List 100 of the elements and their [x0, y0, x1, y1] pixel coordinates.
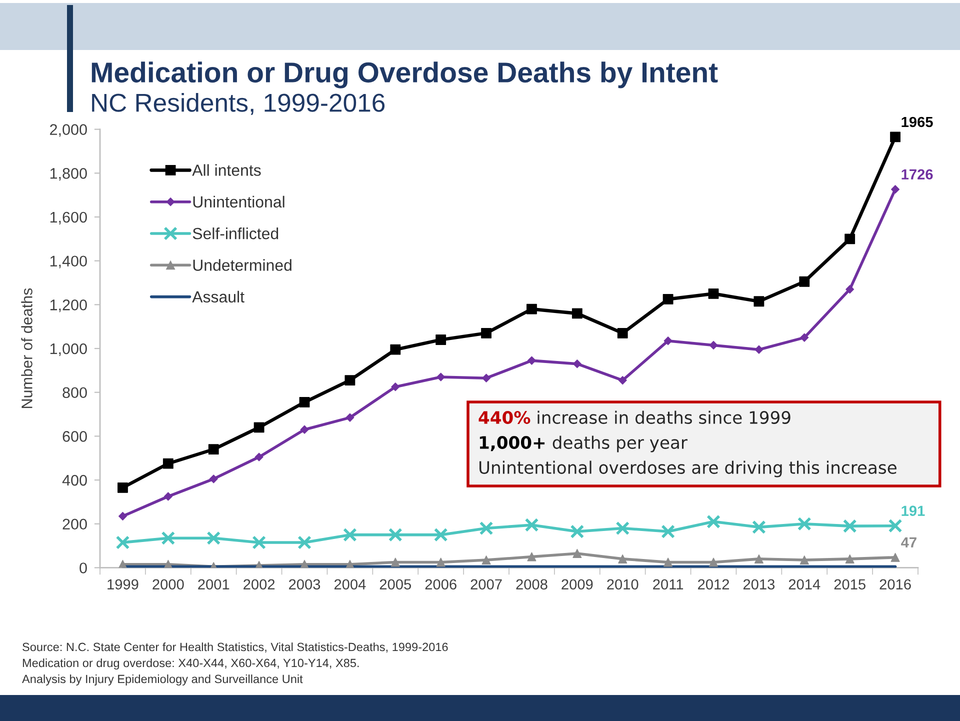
x-tick-label: 2007	[470, 579, 502, 590]
y-tick-label: 1,200	[50, 300, 87, 312]
point	[754, 345, 764, 354]
point	[390, 558, 400, 567]
point	[572, 308, 582, 319]
annotation: 1,000+ deaths per year	[480, 436, 688, 452]
text: Medication or drug overdose: X40-X44, X60-X64, Y10-Y14, X85.	[22, 658, 359, 670]
point	[299, 396, 310, 408]
legend-label: Unintentional	[193, 196, 284, 208]
point	[616, 521, 630, 536]
x-tick-label: 2013	[743, 579, 775, 590]
point	[708, 558, 718, 567]
point	[844, 234, 856, 244]
point	[118, 482, 128, 493]
point	[754, 554, 764, 564]
x-tick-label: 2009	[562, 579, 593, 590]
point	[391, 382, 400, 392]
x-tick-label: 2011	[653, 579, 684, 590]
data-label: 1726	[902, 169, 933, 180]
annotation: Unintentional overdoses are driving this increase	[479, 460, 896, 478]
data-label: 191	[902, 506, 925, 516]
point	[527, 552, 536, 562]
legend-label: Self-inflicted	[192, 228, 278, 240]
legend-label: Assault	[192, 290, 244, 303]
point	[162, 458, 174, 469]
point	[618, 376, 627, 385]
point	[482, 374, 491, 382]
data-label: 47	[901, 537, 916, 548]
y-tick-label: 600	[62, 431, 87, 442]
point	[390, 344, 401, 355]
x-tick-label: 2010	[607, 579, 638, 590]
point	[346, 413, 354, 422]
y-tick-label: 1,800	[50, 168, 87, 181]
x-tick-label: 2003	[289, 579, 320, 590]
y-tick-label: 1,600	[50, 212, 87, 224]
point	[664, 558, 673, 567]
point	[706, 514, 720, 529]
point	[664, 336, 672, 346]
point	[890, 132, 900, 142]
point	[890, 552, 900, 562]
point	[800, 556, 809, 565]
point	[524, 518, 539, 532]
text: Analysis by Injury Epidemiology and Surveillance Unit	[22, 674, 303, 686]
point	[344, 375, 356, 386]
point	[891, 185, 900, 194]
y-axis-title: Number of deaths	[21, 288, 32, 408]
point	[300, 425, 309, 434]
point	[799, 276, 810, 287]
point	[800, 333, 809, 342]
point	[888, 518, 902, 533]
source-note: Source: N.C. State Center for Health Statistics, Vital Statistics-Deaths, 1999-2016	[22, 642, 448, 653]
x-tick-label: 2012	[698, 579, 729, 590]
chart-subtitle: NC Residents, 1999-2016	[92, 93, 385, 115]
x-tick-label: 2014	[788, 579, 820, 590]
point	[206, 531, 221, 546]
x-tick-label: 2008	[516, 579, 548, 590]
point	[252, 536, 266, 550]
point	[570, 524, 584, 538]
point	[209, 474, 218, 484]
y-tick-label: 200	[62, 518, 87, 530]
point	[254, 452, 264, 462]
point	[661, 524, 675, 538]
point	[752, 520, 766, 534]
point	[434, 528, 448, 542]
x-tick-label: 2000	[152, 579, 184, 590]
annotation: 440% increase in deaths since 1999	[478, 410, 790, 424]
y-tick-label: 2,000	[50, 124, 87, 137]
point	[526, 304, 537, 314]
point	[842, 519, 857, 533]
point	[164, 492, 172, 501]
point	[116, 536, 130, 550]
point	[618, 554, 628, 564]
y-tick-label: 1,400	[50, 256, 87, 268]
point	[845, 554, 854, 564]
point	[298, 536, 312, 550]
x-tick-label: 2006	[425, 579, 456, 590]
point	[754, 296, 764, 307]
point	[572, 548, 582, 558]
x-tick-label: 2005	[380, 579, 411, 590]
point	[479, 521, 494, 536]
point	[343, 528, 357, 542]
point	[161, 531, 176, 546]
point	[482, 556, 491, 565]
point	[662, 294, 674, 304]
point	[436, 334, 446, 345]
point	[797, 516, 812, 531]
y-tick-label: 800	[62, 387, 87, 398]
point	[208, 444, 219, 455]
point	[617, 328, 628, 338]
y-tick-label: 1,000	[50, 343, 87, 356]
x-tick-label: 2001	[198, 579, 230, 590]
data-label: 1965	[902, 116, 933, 128]
point	[436, 558, 446, 567]
point	[254, 422, 264, 433]
chart-title: Medication or Drug Overdose Deaths by Intent	[92, 62, 718, 88]
x-tick-label: 2015	[834, 579, 866, 590]
point	[388, 528, 402, 542]
legend-label: Undetermined	[193, 259, 292, 271]
point	[846, 285, 854, 294]
point	[527, 356, 536, 365]
